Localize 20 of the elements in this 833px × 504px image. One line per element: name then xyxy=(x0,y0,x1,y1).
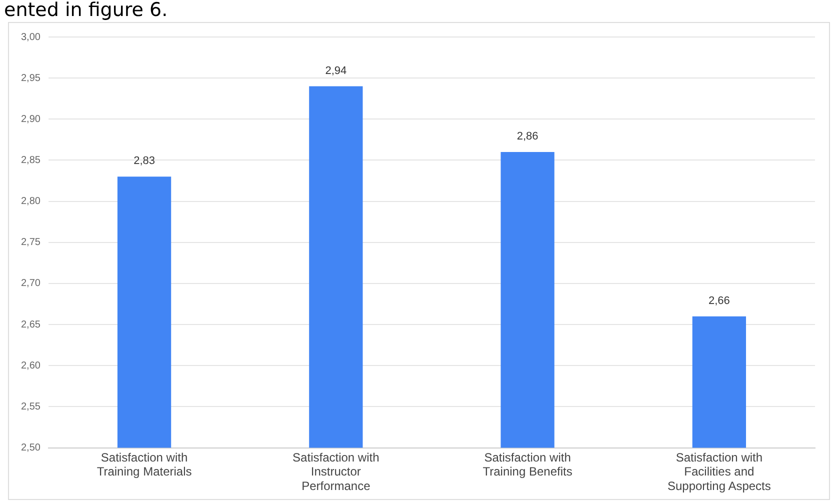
y-tick-label: 2,60 xyxy=(20,360,41,372)
x-tick-label: Satisfaction with Instructor Performance xyxy=(292,450,380,494)
y-tick-label: 2,70 xyxy=(20,278,41,290)
y-tick-label: 2,55 xyxy=(20,401,41,412)
x-tick-label: Satisfaction with Training Benefits xyxy=(482,450,572,479)
x-tick-label: Satisfaction with Training Materials xyxy=(96,450,192,479)
x-tick-label: Satisfaction with Facilities and Supporting Aspects xyxy=(667,450,771,494)
y-tick-label: 2,65 xyxy=(20,319,41,330)
y-tick-label: 2,50 xyxy=(20,442,41,454)
y-tick-label: 2,95 xyxy=(20,72,41,84)
data-label: 2,94 xyxy=(325,64,347,77)
text: ented in figure 6. xyxy=(3,0,169,22)
y-tick-label: 2,90 xyxy=(20,114,41,125)
y-tick-label: 2,80 xyxy=(20,196,41,208)
y-tick-label: 2,85 xyxy=(20,154,41,166)
data-label: 2,86 xyxy=(516,130,538,143)
y-tick-label: 3,00 xyxy=(20,32,41,43)
data-label: 2,66 xyxy=(708,294,730,307)
data-label: 2,83 xyxy=(134,155,155,168)
y-tick-label: 2,75 xyxy=(20,237,41,248)
